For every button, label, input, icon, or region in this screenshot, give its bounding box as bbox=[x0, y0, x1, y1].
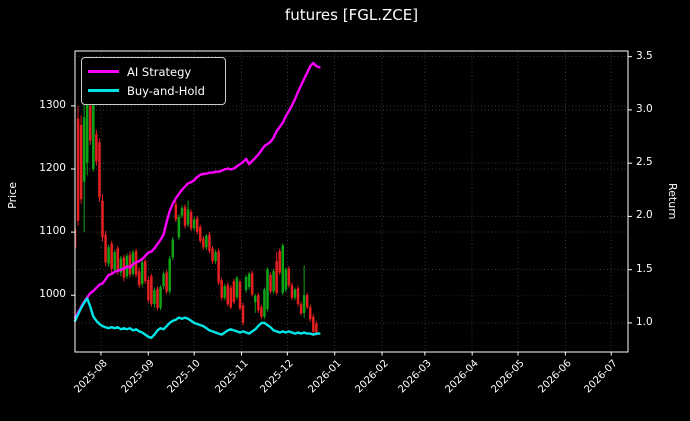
legend-item-ai-strategy: AI Strategy bbox=[88, 62, 217, 81]
y-tick-label: 2.5 bbox=[636, 156, 653, 169]
legend: AI Strategy Buy-and-Hold bbox=[81, 57, 226, 105]
y-tick-label: 3.5 bbox=[636, 49, 653, 62]
grid-layer bbox=[75, 51, 628, 352]
y-tick-label: 1100 bbox=[39, 225, 66, 238]
chart-title: futures [FGL.ZCE] bbox=[284, 6, 419, 24]
y-tick-label: 1300 bbox=[39, 98, 66, 111]
legend-label-ai-strategy: AI Strategy bbox=[127, 64, 192, 79]
tick-marks bbox=[71, 56, 632, 356]
price-axis-label: Price bbox=[6, 182, 19, 209]
y-tick-label: 1000 bbox=[39, 288, 66, 301]
plot-spines bbox=[74, 50, 629, 353]
legend-item-buy-and-hold: Buy-and-Hold bbox=[88, 81, 217, 100]
ai-strategy-line bbox=[73, 61, 321, 319]
legend-label-buy-and-hold: Buy-and-Hold bbox=[127, 83, 205, 98]
y-tick-label: 1200 bbox=[39, 162, 66, 174]
buy-and-hold-line bbox=[73, 297, 321, 339]
y-tick-label: 2.0 bbox=[636, 209, 653, 222]
y-tick-label: 3.0 bbox=[636, 102, 653, 115]
candlestick-layer bbox=[75, 64, 318, 337]
return-axis-label: Return bbox=[666, 183, 679, 220]
y-tick-label: 1.5 bbox=[636, 262, 653, 275]
y-tick-label: 1.0 bbox=[636, 315, 653, 328]
ai-strategy-line-swatch bbox=[88, 70, 119, 73]
buy-and-hold-line-swatch bbox=[88, 89, 119, 92]
